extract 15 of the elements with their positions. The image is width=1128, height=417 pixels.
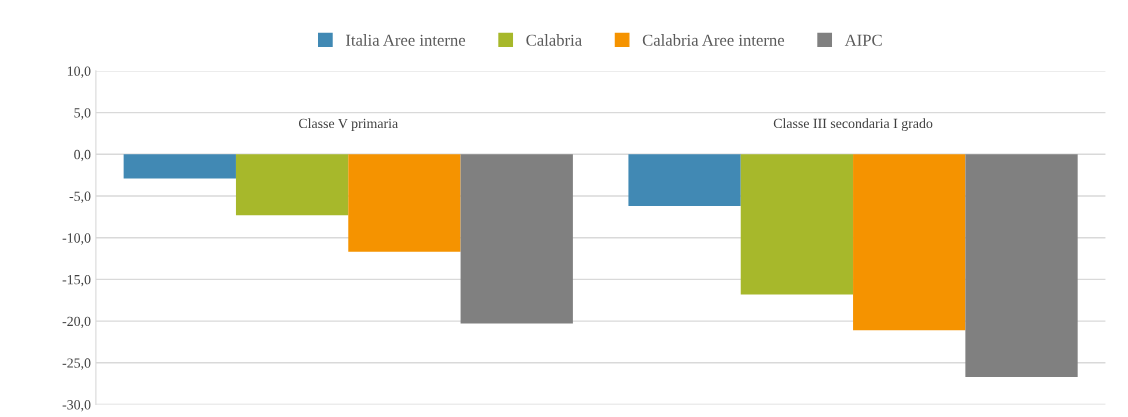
y-tick-label: -20,0 [62, 316, 91, 329]
legend-label: Calabria [526, 34, 582, 46]
x-tick-label: Classe V primaria [298, 118, 398, 131]
legend-label: AIPC [844, 34, 882, 46]
y-tick-label: 10,0 [67, 66, 91, 78]
y-tick-label: -15,0 [62, 274, 91, 287]
y-tick-label: -25,0 [62, 358, 91, 370]
legend-label: Italia Aree interne [345, 34, 466, 46]
y-tick-label: 5,0 [74, 108, 91, 120]
legend-label: Calabria Aree interne [642, 34, 785, 46]
y-tick-label: -30,0 [62, 400, 91, 412]
y-tick-label: 0,0 [74, 149, 91, 162]
y-tick-label: -5,0 [69, 191, 91, 203]
y-tick-label: -10,0 [62, 233, 91, 245]
x-tick-label: Classe III secondaria I grado [773, 118, 933, 131]
